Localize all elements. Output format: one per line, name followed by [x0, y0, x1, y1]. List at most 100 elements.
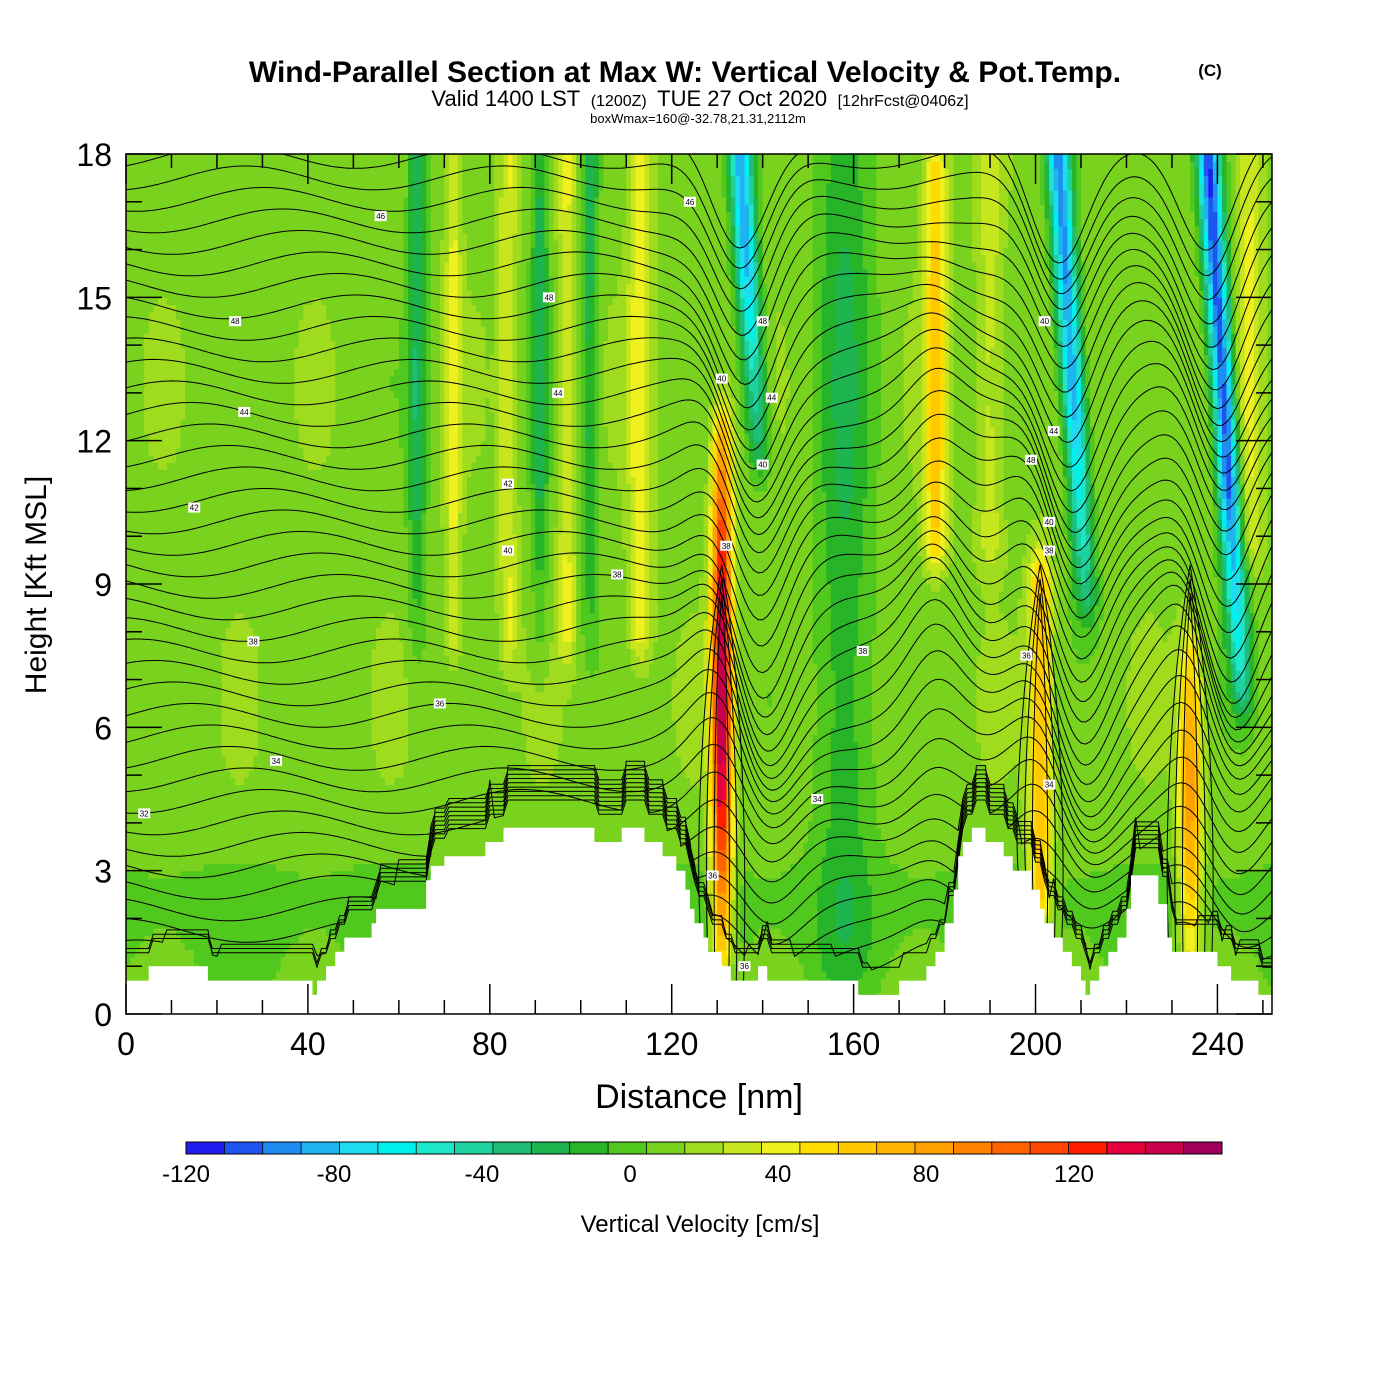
velocity-cell	[176, 799, 181, 807]
velocity-cell	[126, 455, 131, 463]
velocity-cell	[135, 670, 140, 678]
velocity-cell	[149, 555, 154, 563]
velocity-cell	[135, 219, 140, 227]
velocity-cell	[176, 663, 181, 671]
velocity-cell	[172, 563, 177, 571]
velocity-cell	[158, 735, 163, 743]
velocity-cell	[131, 792, 136, 800]
velocity-cell	[140, 663, 145, 671]
velocity-cell	[149, 591, 154, 599]
velocity-cell	[140, 183, 145, 191]
velocity-cell	[126, 240, 131, 248]
velocity-cell	[162, 749, 167, 757]
velocity-cell	[176, 441, 181, 449]
velocity-cell	[126, 305, 131, 313]
velocity-cell	[172, 591, 177, 599]
velocity-cell	[176, 512, 181, 520]
velocity-cell	[167, 899, 172, 907]
velocity-cell	[144, 383, 149, 391]
velocity-cell	[126, 398, 131, 406]
velocity-cell	[176, 634, 181, 642]
velocity-cell	[167, 297, 172, 305]
velocity-cell	[167, 950, 172, 958]
velocity-cell	[135, 606, 140, 614]
velocity-cell	[140, 627, 145, 635]
velocity-cell	[162, 598, 167, 606]
velocity-cell	[144, 584, 149, 592]
velocity-cell	[126, 520, 131, 528]
velocity-cell	[140, 878, 145, 886]
velocity-cell	[153, 742, 158, 750]
velocity-cell	[162, 376, 167, 384]
velocity-cell	[135, 520, 140, 528]
velocity-cell	[162, 713, 167, 721]
velocity-cell	[176, 684, 181, 692]
velocity-cell	[176, 699, 181, 707]
velocity-cell	[144, 649, 149, 657]
velocity-cell	[167, 233, 172, 241]
velocity-cell	[149, 176, 154, 184]
velocity-cell	[172, 398, 177, 406]
velocity-cell	[153, 878, 158, 886]
velocity-cell	[135, 419, 140, 427]
velocity-cell	[172, 677, 177, 685]
velocity-cell	[131, 348, 136, 356]
velocity-cell	[144, 742, 149, 750]
velocity-cell	[162, 864, 167, 872]
velocity-cell	[144, 684, 149, 692]
velocity-cell	[167, 269, 172, 277]
velocity-cell	[172, 498, 177, 506]
velocity-cell	[167, 369, 172, 377]
velocity-cell	[131, 856, 136, 864]
velocity-cell	[153, 649, 158, 657]
velocity-cell	[162, 355, 167, 363]
velocity-cell	[162, 491, 167, 499]
velocity-cell	[167, 405, 172, 413]
velocity-cell	[135, 677, 140, 685]
velocity-cell	[162, 362, 167, 370]
velocity-cell	[167, 799, 172, 807]
velocity-cell	[144, 276, 149, 284]
velocity-cell	[131, 498, 136, 506]
velocity-cell	[131, 813, 136, 821]
velocity-cell	[131, 426, 136, 434]
velocity-cell	[172, 262, 177, 270]
velocity-cell	[162, 792, 167, 800]
velocity-cell	[167, 348, 172, 356]
velocity-cell	[172, 168, 177, 176]
velocity-cell	[158, 649, 163, 657]
velocity-cell	[167, 957, 172, 965]
velocity-cell	[140, 441, 145, 449]
velocity-cell	[126, 957, 131, 965]
velocity-cell	[149, 462, 154, 470]
velocity-cell	[131, 935, 136, 943]
velocity-cell	[158, 770, 163, 778]
velocity-cell	[167, 935, 172, 943]
velocity-cell	[176, 670, 181, 678]
velocity-cell	[162, 907, 167, 915]
velocity-cell	[149, 340, 154, 348]
velocity-cell	[131, 957, 136, 965]
velocity-cell	[131, 799, 136, 807]
velocity-cell	[172, 950, 177, 958]
velocity-cell	[153, 692, 158, 700]
velocity-cell	[140, 649, 145, 657]
velocity-cell	[149, 491, 154, 499]
velocity-cell	[149, 849, 154, 857]
velocity-cell	[135, 591, 140, 599]
velocity-cell	[149, 233, 154, 241]
velocity-cell	[135, 233, 140, 241]
velocity-cell	[172, 706, 177, 714]
velocity-cell	[167, 720, 172, 728]
velocity-cell	[140, 606, 145, 614]
velocity-cell	[126, 254, 131, 262]
velocity-cell	[158, 362, 163, 370]
velocity-cell	[140, 405, 145, 413]
velocity-cell	[162, 326, 167, 334]
velocity-cell	[140, 211, 145, 219]
velocity-cell	[153, 462, 158, 470]
velocity-cell	[172, 885, 177, 893]
velocity-cell	[131, 197, 136, 205]
velocity-cell	[158, 692, 163, 700]
velocity-cell	[140, 957, 145, 965]
